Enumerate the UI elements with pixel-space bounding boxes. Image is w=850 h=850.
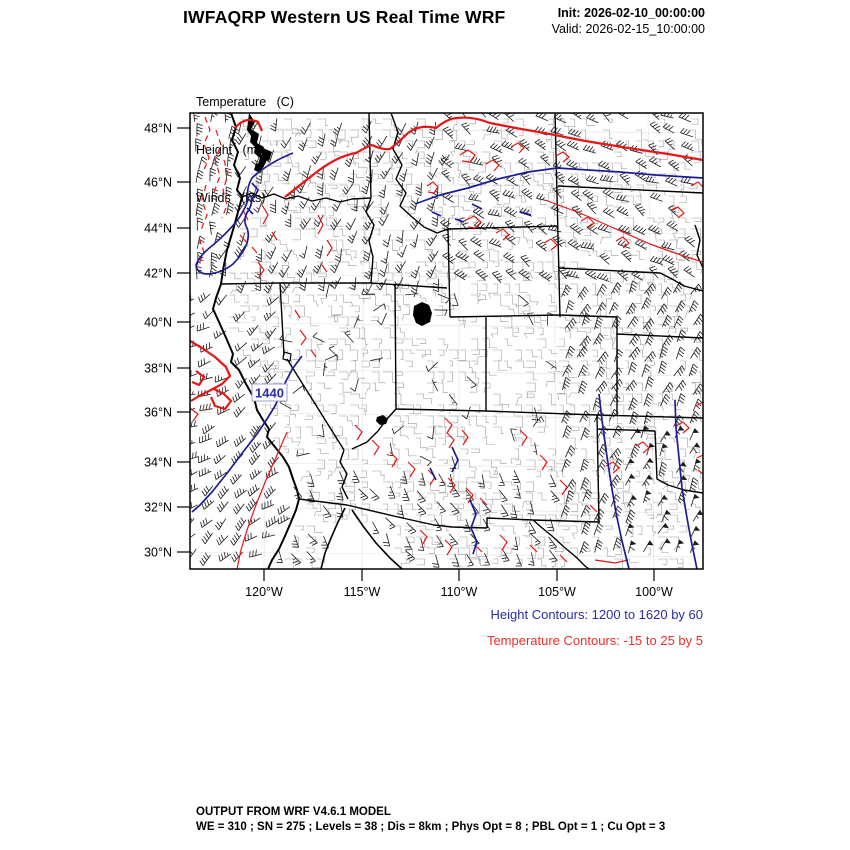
lake-tahoe — [282, 351, 292, 362]
lat-tick-label: 42°N — [144, 267, 172, 281]
lat-tick-label: 34°N — [144, 456, 172, 470]
lat-tick-label: 44°N — [144, 222, 172, 236]
lon-tick-label: 100°W — [635, 585, 673, 599]
state-borders — [220, 113, 703, 569]
lon-tick-label: 120°W — [245, 585, 283, 599]
units-temperature: Temperature (C) — [196, 95, 294, 109]
page-title: IWFAQRP Western US Real Time WRF — [183, 7, 506, 27]
lon-tick-label: 105°W — [538, 585, 576, 599]
coastline — [212, 113, 432, 569]
model-footer: OUTPUT FROM WRF V4.6.1 MODEL WE = 310 ; … — [196, 805, 665, 835]
contour-label-1440: 1440 — [255, 386, 284, 401]
county-lines — [229, 118, 703, 569]
graticule — [190, 113, 703, 569]
axis-ticks: 48°N 46°N 44°N 42°N 40°N 38°N 36°N 34°N 32°N 30°N… — [144, 122, 673, 600]
lat-tick-label: 38°N — [144, 362, 172, 376]
footer-model-line: OUTPUT FROM WRF V4.6.1 MODEL — [196, 806, 391, 818]
lat-tick-label: 46°N — [144, 176, 172, 190]
height-contours — [191, 152, 703, 569]
lon-tick-label: 115°W — [344, 585, 381, 599]
puget-sound — [247, 113, 272, 173]
lon-tick-label: 110°W — [441, 585, 478, 599]
height-contour-info: Height Contours: 1200 to 1620 by 60 — [490, 607, 703, 622]
init-time: Init: 2026-02-10_00:00:00 — [557, 6, 705, 20]
valid-time: Valid: 2026-02-15_10:00:00 — [551, 22, 705, 36]
height-contour-value-label: 1440 — [251, 383, 288, 402]
temperature-contour-info: Temperature Contours: -15 to 25 by 5 — [486, 633, 703, 648]
great-salt-lake — [413, 302, 432, 326]
lat-tick-label: 30°N — [144, 546, 172, 560]
footer-config-line: WE = 310 ; SN = 275 ; Levels = 38 ; Dis … — [196, 821, 666, 833]
lat-tick-label: 32°N — [144, 501, 172, 515]
temperature-contours — [190, 116, 703, 569]
wind-barbs — [190, 113, 703, 568]
lat-tick-label: 36°N — [144, 406, 172, 420]
map-frame — [189, 112, 704, 570]
lat-tick-label: 48°N — [144, 122, 172, 136]
run-info: Init: 2026-02-10_00:00:00 Valid: 2026-02… — [552, 5, 705, 37]
lat-tick-label: 40°N — [144, 316, 172, 330]
